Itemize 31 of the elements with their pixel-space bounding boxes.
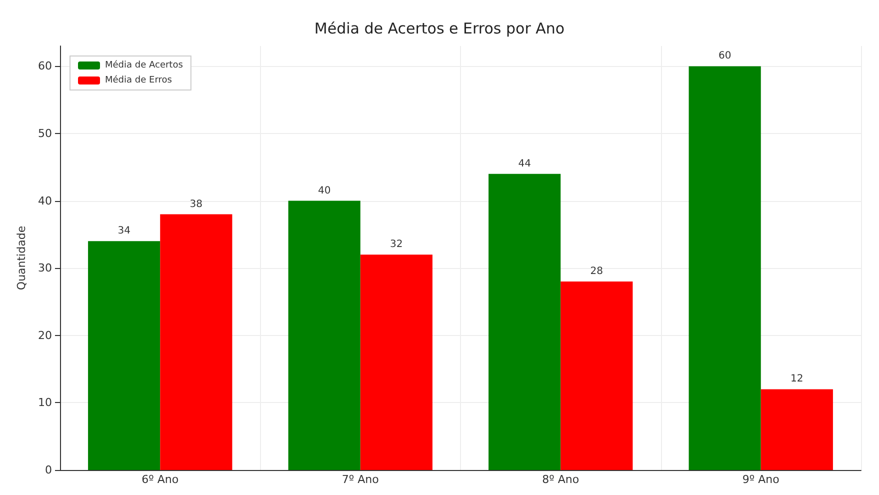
y-tick-label: 0 (45, 464, 52, 476)
bar (160, 214, 232, 470)
data-label: 38 (190, 198, 203, 210)
x-tick-label: 8º Ano (542, 473, 580, 486)
bar (688, 66, 761, 470)
x-tick-label: 7º Ano (342, 473, 380, 486)
y-tick-label: 30 (38, 262, 52, 275)
bar (488, 174, 561, 470)
y-tick-label: 60 (38, 60, 52, 73)
bar (560, 282, 633, 470)
bar (288, 200, 360, 470)
bar (360, 254, 432, 470)
y-tick-label: 50 (38, 126, 52, 140)
data-label: 12 (790, 374, 804, 385)
legend-label: Média de Erros (105, 74, 172, 86)
x-tick-label: 9º Ano (742, 473, 780, 486)
y-tick-label: 40 (38, 194, 52, 208)
data-label: 44 (518, 158, 531, 170)
y-tick-label: 10 (38, 396, 52, 410)
legend-label: Média de Acertos (105, 60, 184, 70)
x-tick-label: 6º Ano (142, 473, 179, 486)
y-tick-label: 20 (38, 328, 52, 342)
data-label: 28 (590, 266, 604, 278)
data-label: 34 (118, 226, 130, 237)
y-axis-title: Quantidade (15, 226, 28, 290)
data-label: 40 (318, 185, 331, 196)
bar (760, 389, 833, 470)
chart-title: Média de Acertos e Erros por Ano (314, 20, 565, 38)
bar (88, 241, 160, 470)
data-label: 60 (718, 50, 732, 62)
data-label: 32 (390, 239, 403, 250)
